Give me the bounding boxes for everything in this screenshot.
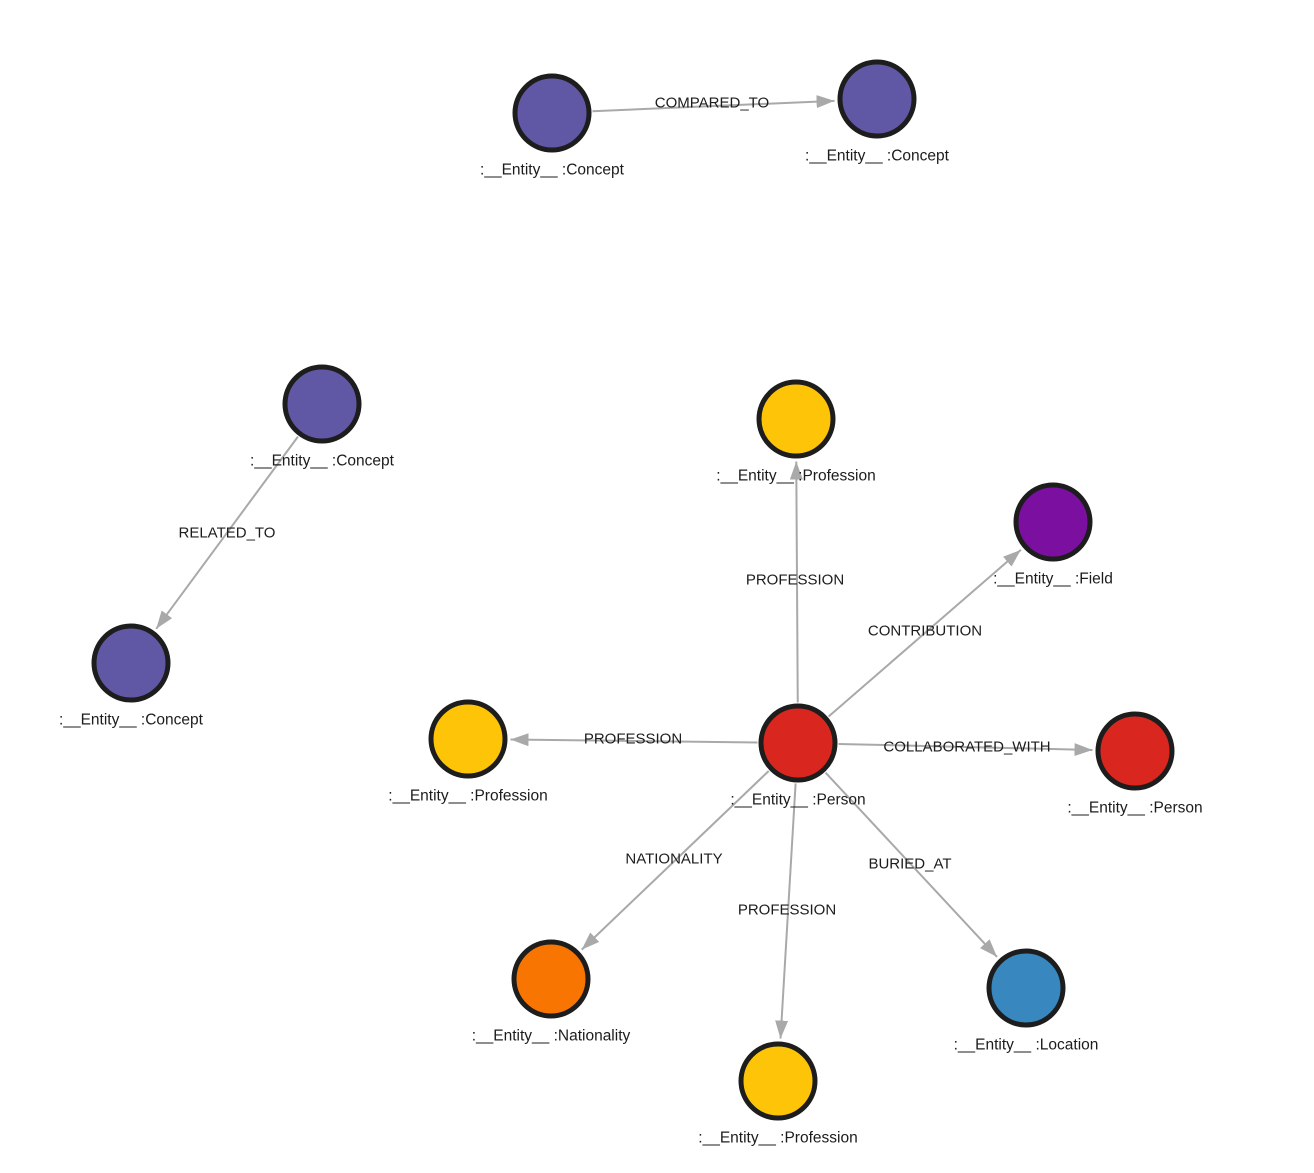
node-caption-profession-top: :__Entity__ :Profession xyxy=(716,468,875,485)
edge-buried-at[interactable] xyxy=(824,771,998,958)
node-caption-concept-low-left: :__Entity__ :Concept xyxy=(59,712,204,729)
edge-label-profession[interactable]: PROFESSION xyxy=(746,572,844,589)
graph-node-location-node[interactable] xyxy=(986,948,1066,1028)
graph-node-concept-top-left[interactable] xyxy=(512,73,592,153)
edge-label-profession[interactable]: PROFESSION xyxy=(738,902,836,919)
node-caption-field-right: :__Entity__ :Field xyxy=(993,571,1113,588)
node-caption-person-right: :__Entity__ :Person xyxy=(1067,800,1202,817)
edge-nationality[interactable] xyxy=(581,770,770,951)
graph-node-concept-low-left[interactable] xyxy=(91,623,171,703)
nodes-layer xyxy=(91,59,1175,1121)
graph-node-nationality-node[interactable] xyxy=(511,939,591,1019)
graph-node-profession-bottom[interactable] xyxy=(738,1041,818,1121)
edge-label-contribution[interactable]: CONTRIBUTION xyxy=(868,623,982,640)
graph-node-person-right[interactable] xyxy=(1095,711,1175,791)
graph-node-field-right[interactable] xyxy=(1013,482,1093,562)
node-caption-concept-top-left: :__Entity__ :Concept xyxy=(480,162,625,179)
edge-label-profession[interactable]: PROFESSION xyxy=(584,731,682,748)
edges-layer xyxy=(155,95,1093,1039)
node-caption-concept-mid-left: :__Entity__ :Concept xyxy=(250,453,395,470)
graph-node-concept-mid-left[interactable] xyxy=(282,364,362,444)
node-caption-concept-top-right: :__Entity__ :Concept xyxy=(805,148,950,165)
node-caption-profession-left: :__Entity__ :Profession xyxy=(388,788,547,805)
graph-node-profession-top[interactable] xyxy=(756,379,836,459)
edge-collaborated-with[interactable] xyxy=(838,742,1093,757)
node-caption-profession-bottom: :__Entity__ :Profession xyxy=(698,1130,857,1147)
edge-label-buried-at[interactable]: BURIED_AT xyxy=(868,856,951,873)
graph-node-concept-top-right[interactable] xyxy=(837,59,917,139)
node-caption-nationality-node: :__Entity__ :Nationality xyxy=(472,1028,631,1045)
edge-profession[interactable] xyxy=(789,461,803,703)
edge-related-to[interactable] xyxy=(155,436,299,630)
graph-node-person-center[interactable] xyxy=(758,703,838,783)
node-caption-person-center: :__Entity__ :Person xyxy=(730,792,865,809)
edge-label-collaborated-with[interactable]: COLLABORATED_WITH xyxy=(883,739,1050,756)
edge-label-compared-to[interactable]: COMPARED_TO xyxy=(655,95,769,112)
edge-profession[interactable] xyxy=(775,783,797,1039)
edge-profession[interactable] xyxy=(510,733,758,747)
edge-label-related-to[interactable]: RELATED_TO xyxy=(179,525,276,542)
node-caption-location-node: :__Entity__ :Location xyxy=(954,1037,1099,1054)
edge-contribution[interactable] xyxy=(827,549,1022,718)
edge-label-nationality[interactable]: NATIONALITY xyxy=(625,851,722,868)
edge-compared-to[interactable] xyxy=(592,95,835,113)
labels-layer: COMPARED_TO RELATED_TO PROFESSION CONTRIBUT… xyxy=(59,95,1203,1147)
graph-node-profession-left[interactable] xyxy=(428,699,508,779)
